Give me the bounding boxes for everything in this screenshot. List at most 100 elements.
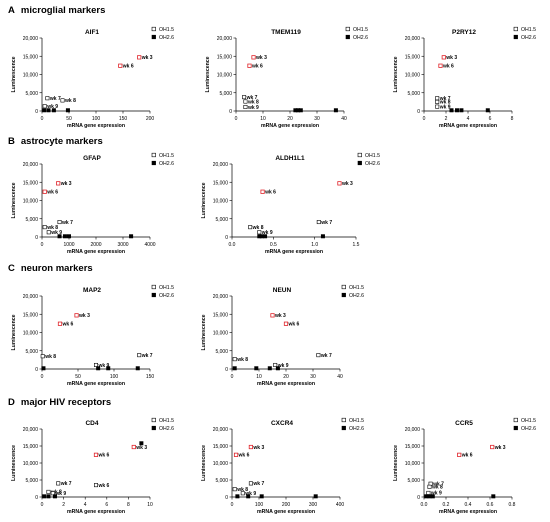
data-point-open [57, 220, 62, 225]
data-point-filled [129, 234, 134, 239]
data-point-filled [46, 494, 51, 499]
legend-label: OH1.5 [349, 285, 364, 291]
x-tick-label: 0 [231, 502, 234, 508]
section-label: astrocyte markers [20, 136, 103, 147]
data-point-open [45, 96, 50, 101]
y-tick-label: 20,000 [213, 294, 229, 300]
x-tick-label: 0 [41, 502, 44, 508]
point-label: wk 6 [288, 322, 300, 328]
y-tick-label: 0 [225, 495, 228, 501]
y-tick-label: 5,000 [215, 349, 228, 355]
section-letter: C [8, 263, 15, 274]
y-tick-label: 10,000 [23, 461, 39, 467]
section-label: major HIV receptors [20, 397, 112, 408]
legend-marker [151, 425, 156, 431]
legend-marker [151, 292, 156, 298]
x-axis-label: mRNA gene expression [67, 123, 125, 129]
data-point-filled [254, 366, 259, 371]
chart-panel-cd4: CD4 0 5,000 10,000 15,000 20,000 0 2 4 6 8 10 mRNA g… [11, 418, 174, 515]
x-tick-label: 0.6 [487, 502, 494, 508]
point-label: wk 3 [135, 445, 147, 451]
x-tick-label: 10 [256, 374, 262, 380]
data-point-filled [139, 441, 144, 446]
point-label: wk 8 [252, 225, 264, 231]
section-label: microglial markers [20, 5, 106, 16]
point-label: wk 3 [274, 313, 286, 319]
x-axis-label: mRNA gene expression [265, 249, 323, 255]
data-point-open [248, 481, 253, 486]
data-point-open [316, 220, 321, 225]
x-tick-label: 3000 [117, 242, 128, 248]
y-tick-label: 20,000 [213, 427, 229, 433]
data-point-open [60, 98, 65, 103]
legend-label: OH1.5 [349, 418, 364, 424]
data-point-open [260, 189, 265, 194]
legend-label: OH2.6 [349, 293, 364, 299]
point-label: wk 8 [64, 98, 76, 104]
x-tick-label: 40 [337, 374, 343, 380]
y-tick-label: 15,000 [217, 54, 233, 60]
y-tick-label: 20,000 [405, 427, 421, 433]
x-tick-label: 0.0 [229, 242, 236, 248]
data-point-open [270, 313, 275, 318]
x-tick-label: 4000 [144, 242, 155, 248]
y-tick-label: 0 [229, 109, 232, 115]
y-axis-label: Luminescence [11, 182, 17, 218]
y-tick-label: 15,000 [213, 180, 229, 186]
legend-marker [345, 34, 350, 40]
data-point-open [42, 104, 47, 109]
y-tick-label: 10,000 [405, 73, 421, 79]
point-label: wk 7 [439, 96, 451, 102]
x-tick-label: 200 [282, 502, 291, 508]
chart-title: P2RY12 [452, 29, 476, 36]
y-tick-label: 15,000 [23, 54, 39, 60]
data-point-open [131, 444, 136, 450]
point-label: wk 6 [62, 322, 74, 328]
x-axis-label: mRNA gene expression [67, 249, 125, 255]
x-tick-label: 8 [127, 502, 130, 508]
legend-marker [341, 284, 346, 290]
legend-marker [345, 26, 350, 32]
data-point-filled [232, 366, 237, 371]
chart-panel-map2: MAP2 0 5,000 10,000 15,000 20,000 0 50 100 150 mRN… [11, 285, 174, 387]
y-tick-label: 10,000 [23, 199, 39, 205]
point-label: wk 3 [60, 181, 72, 187]
x-axis-label: mRNA gene expression [439, 509, 497, 515]
y-tick-label: 0 [417, 495, 420, 501]
data-point-filled [459, 108, 464, 113]
x-tick-label: 2 [62, 502, 65, 508]
data-point-filled [42, 494, 47, 499]
x-tick-label: 300 [309, 502, 318, 508]
x-tick-label: 6 [489, 116, 492, 122]
legend-label: OH1.5 [159, 27, 174, 33]
point-label: wk 3 [494, 445, 506, 451]
data-point-open [248, 444, 253, 450]
section-label: neuron markers [20, 263, 93, 274]
point-label: wk 8 [431, 485, 443, 491]
y-axis-label: Luminescence [393, 445, 399, 481]
x-tick-label: 30 [310, 374, 316, 380]
chart-title: MAP2 [83, 287, 101, 294]
point-label: wk 9 [244, 491, 256, 497]
legend-marker [341, 417, 346, 423]
y-tick-label: 10,000 [213, 331, 229, 337]
legend-marker [151, 152, 156, 158]
data-point-filled [449, 108, 454, 113]
y-axis-label: Luminescence [393, 56, 399, 92]
data-point-open [427, 484, 432, 489]
legend-label: OH2.6 [353, 35, 368, 41]
point-label: wk 3 [341, 181, 353, 187]
data-point-filled [235, 494, 240, 499]
data-point-open [46, 230, 51, 235]
point-label: wk 3 [252, 445, 264, 451]
chart-title: CD4 [85, 420, 98, 427]
y-tick-label: 5,000 [219, 91, 232, 97]
x-tick-label: 2 [445, 116, 448, 122]
legend-label: OH1.5 [159, 418, 174, 424]
data-point-filled [259, 494, 264, 499]
point-label: wk 9 [98, 363, 110, 369]
data-point-open [232, 487, 237, 492]
point-label: wk 9 [247, 105, 259, 111]
